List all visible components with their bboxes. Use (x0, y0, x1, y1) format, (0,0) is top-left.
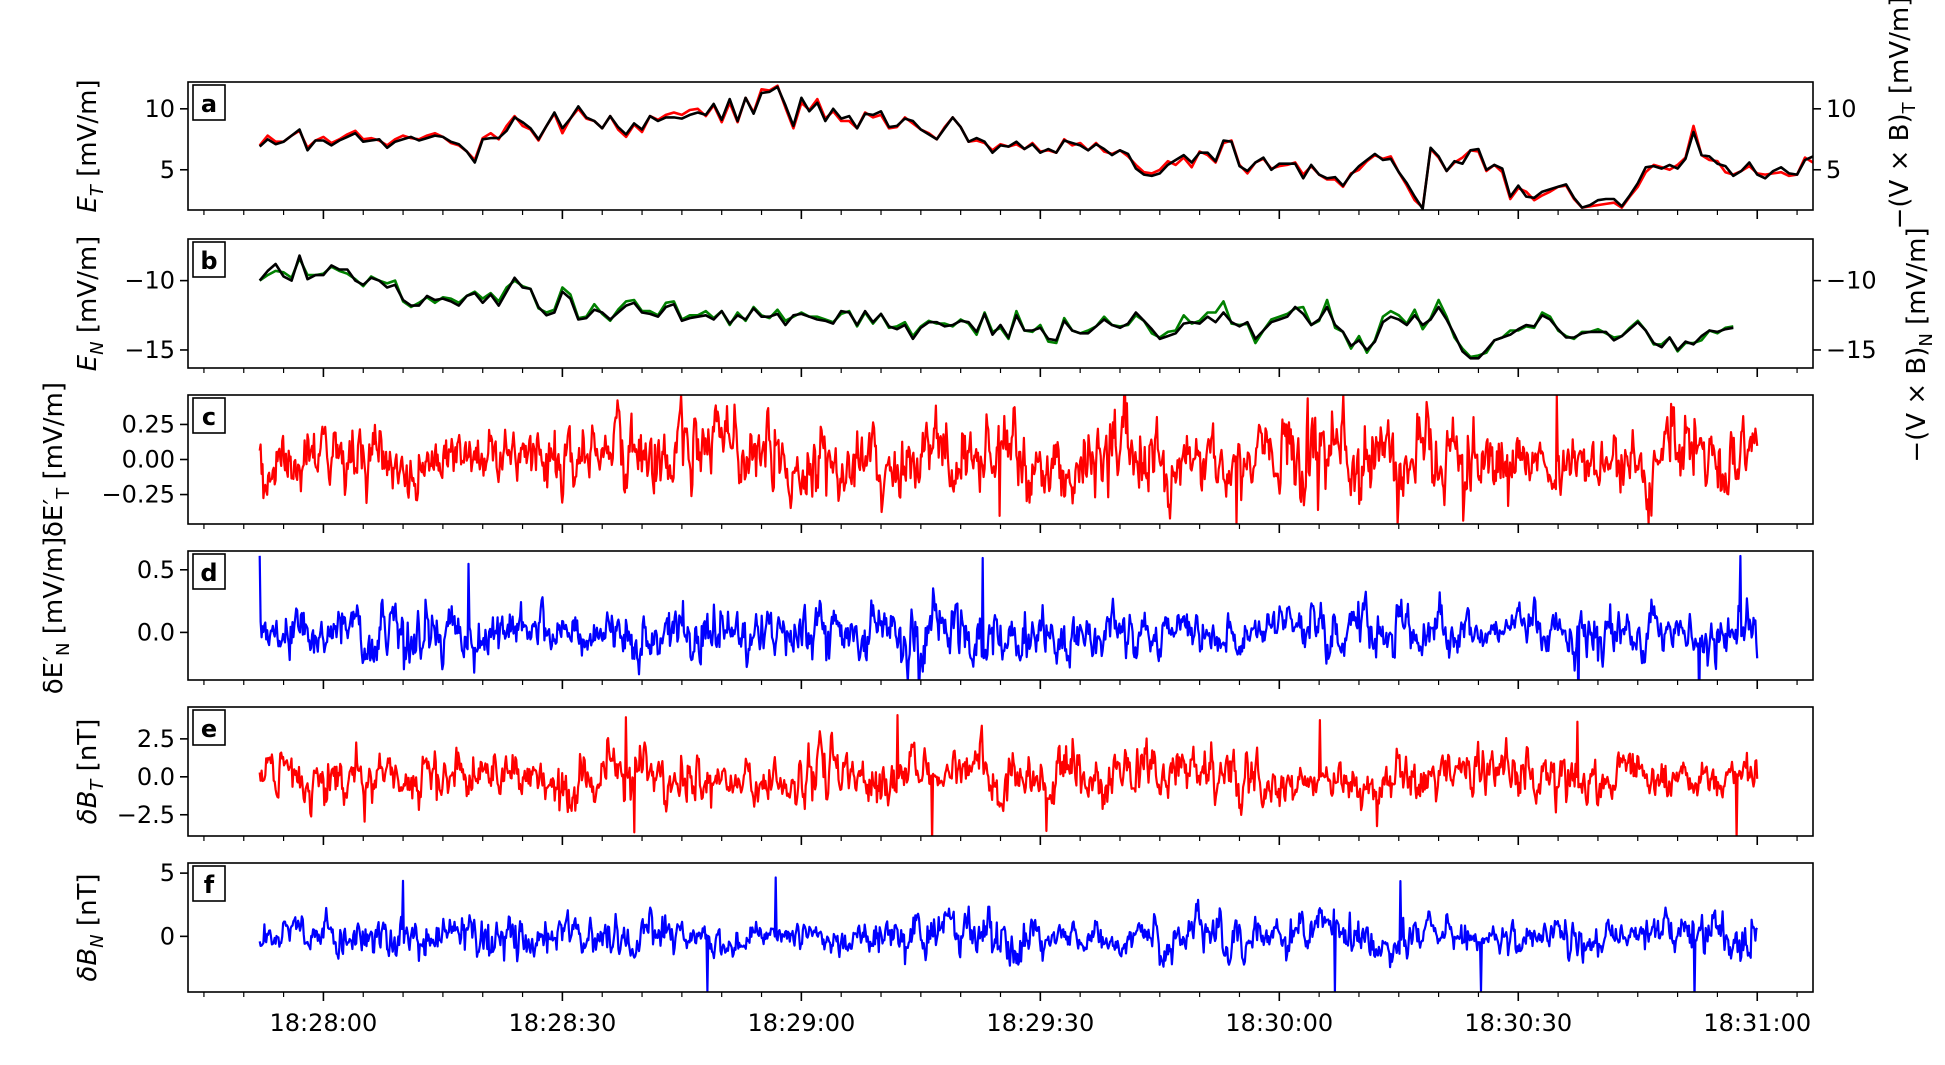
panel-e: −2.5 0.0 2.5 e δBT [nT] (73, 706, 1814, 845)
ytick-label: 0 (160, 922, 175, 950)
series-b-1 (258, 257, 1734, 359)
xtick-label: 18:31:00 (1703, 1009, 1811, 1037)
ytick-label-right: 10 (1826, 95, 1857, 123)
panel-letter-box (192, 865, 226, 902)
ytick-label: 0.0 (137, 618, 175, 646)
ytick-label: 5 (160, 859, 175, 887)
panel-b: −15 −10 −15 −10 b EN [mV/m] −(V × B)N [mV/m] (73, 227, 1937, 462)
panel-letter: c (202, 403, 216, 431)
ylabel-right: −(V × B)N [mV/m] (1902, 227, 1937, 462)
ylabel: δE′T [mV/m] (39, 382, 74, 537)
panel-f: 0 5 f δBN [nT] (73, 859, 1814, 1001)
ytick-label-right: 5 (1826, 156, 1841, 184)
ytick-label: −2.5 (117, 801, 175, 829)
xtick-label: 18:29:00 (747, 1009, 855, 1037)
ylabel: δE′N [mV/m] (39, 537, 74, 694)
panel-a: 5 10 5 10 a ET [mV/m] −(V × B)T [mV/m] (73, 0, 1920, 229)
series-a-2 (258, 85, 1813, 210)
ytick-label: 0.00 (122, 446, 175, 474)
xtick-label: 18:30:30 (1464, 1009, 1572, 1037)
ylabel: δBN [nT] (73, 873, 108, 981)
panel-letter: a (201, 90, 217, 118)
panel-d: 0.0 0.5 d δE′N [mV/m] (39, 537, 1814, 694)
panel-letter-box (192, 241, 226, 278)
panel-letter: b (200, 247, 217, 275)
panel-letter-box (192, 553, 226, 590)
ytick-label: 2.5 (137, 725, 175, 753)
ytick-label: 5 (160, 156, 175, 184)
series-b-2 (258, 254, 1734, 360)
ytick-label: −0.25 (101, 481, 175, 509)
panel-c: −0.25 0.00 0.25 c δE′T [mV/m] (39, 382, 1814, 537)
panel-b-frame (187, 238, 1814, 369)
ytick-label: −15 (124, 336, 175, 364)
xtick-label: 18:28:00 (270, 1009, 378, 1037)
panel-letter-box (192, 709, 226, 746)
ytick-label: 0.0 (137, 763, 175, 791)
series-d-1 (258, 554, 1759, 680)
ylabel: ET [mV/m] (73, 79, 108, 212)
ytick-label: −10 (124, 267, 175, 295)
ytick-label: 0.25 (122, 410, 175, 438)
series-c-1 (258, 395, 1759, 524)
ytick-label-right: −10 (1826, 267, 1877, 295)
xtick-label: 18:29:30 (986, 1009, 1094, 1037)
xtick-label: 18:28:30 (508, 1009, 616, 1037)
ylabel-right: −(V × B)T [mV/m] (1885, 0, 1920, 229)
panel-letter-box (192, 397, 226, 434)
xtick-label: 18:30:00 (1225, 1009, 1333, 1037)
panel-letter: d (200, 559, 217, 587)
ytick-label: 10 (144, 95, 175, 123)
panel-letter-box (192, 84, 226, 121)
ylabel: EN [mV/m] (73, 236, 108, 372)
ytick-label-right: −15 (1826, 336, 1877, 364)
panel-letter: f (204, 871, 215, 899)
ytick-label: 0.5 (137, 556, 175, 584)
ylabel: δBT [nT] (73, 719, 108, 825)
series-f-1 (258, 876, 1759, 992)
panel-f-frame (187, 862, 1814, 993)
panel-letter: e (201, 715, 217, 743)
series-e-1 (258, 714, 1759, 836)
